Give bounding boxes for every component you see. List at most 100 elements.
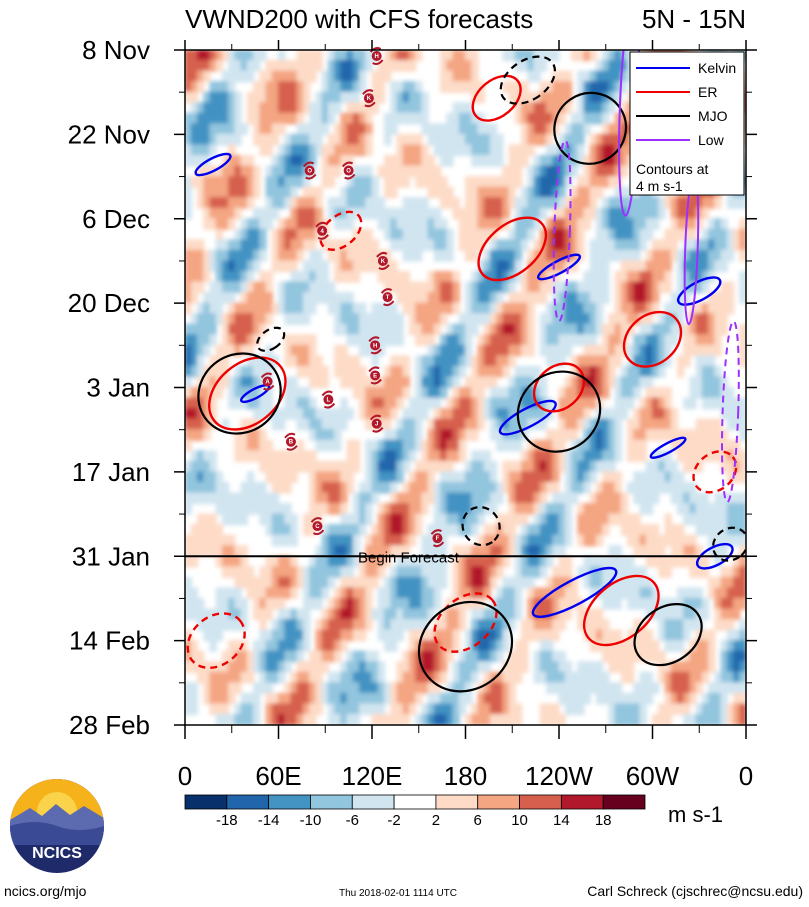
heatmap-cell (253, 376, 261, 389)
heatmap-cell (546, 313, 554, 325)
heatmap-cell (483, 133, 492, 146)
heatmap-cell (652, 460, 660, 473)
heatmap-cell (608, 197, 616, 209)
heatmap-cell (278, 524, 286, 536)
heatmap-cell (489, 460, 498, 473)
legend-box (629, 51, 745, 196)
heatmap-cell (670, 555, 679, 568)
heatmap-cell (246, 429, 255, 441)
heatmap-cell (433, 144, 442, 157)
heatmap-cell (533, 197, 541, 209)
heatmap-cell (539, 292, 548, 304)
heatmap-cell (290, 249, 298, 262)
heatmap-cell (552, 355, 560, 368)
heatmap-cell (652, 471, 660, 484)
heatmap-cell (402, 91, 411, 104)
storm-symbol: H (369, 47, 384, 66)
heatmap-cell (471, 144, 479, 157)
heatmap-cell (489, 144, 498, 157)
heatmap-cell (253, 218, 261, 230)
heatmap-cell (215, 619, 224, 631)
heatmap-cell (477, 619, 485, 631)
heatmap-cell (546, 334, 554, 347)
heatmap-cell (676, 471, 685, 484)
heatmap-cell (321, 439, 330, 452)
heatmap-cell (185, 650, 192, 663)
heatmap-cell (415, 50, 423, 62)
heatmap-cell (652, 387, 660, 399)
heatmap-cell (408, 608, 417, 621)
heatmap-cell (496, 703, 504, 716)
heatmap-cell (620, 70, 629, 83)
heatmap-cell (408, 650, 417, 663)
heatmap-cell (290, 682, 298, 695)
heatmap-cell (508, 334, 517, 347)
heatmap-cell (396, 492, 404, 505)
heatmap-cell (502, 597, 510, 610)
y-tick-label: 3 Jan (86, 373, 150, 403)
heatmap-cell (726, 576, 735, 589)
heatmap-cell (639, 260, 647, 273)
heatmap-cell (446, 629, 454, 642)
heatmap-cell (278, 555, 286, 568)
heatmap-cell (383, 133, 392, 146)
heatmap-cell (471, 713, 479, 725)
heatmap-cell (421, 566, 429, 579)
heatmap-cell (402, 281, 411, 294)
heatmap-cell (502, 165, 510, 178)
heatmap-cell (533, 555, 541, 568)
heatmap-cell (365, 492, 373, 505)
heatmap-cell (408, 154, 417, 167)
heatmap-cell (695, 344, 704, 357)
heatmap-cell (458, 471, 467, 484)
heatmap-cell (670, 302, 679, 315)
heatmap-cell (664, 608, 672, 621)
heatmap-cell (714, 587, 722, 600)
heatmap-cell (259, 566, 267, 579)
heatmap-cell (433, 545, 442, 557)
heatmap-cell (334, 355, 342, 368)
heatmap-cell (514, 323, 523, 336)
heatmap-cell (514, 239, 523, 252)
heatmap-cell (433, 481, 442, 494)
heatmap-cell (196, 492, 205, 505)
heatmap-cell (533, 524, 541, 536)
heatmap-cell (502, 365, 510, 378)
heatmap-cell (695, 313, 704, 325)
heatmap-cell (489, 408, 498, 420)
heatmap-cell (321, 545, 330, 557)
heatmap-cell (465, 460, 473, 473)
heatmap-cell (346, 218, 354, 230)
heatmap-cell (458, 671, 467, 684)
heatmap-cell (396, 555, 404, 568)
heatmap-cell (583, 387, 591, 399)
heatmap-cell (546, 228, 554, 241)
heatmap-cell (440, 640, 448, 652)
heatmap-cell (633, 450, 641, 463)
heatmap-cell (390, 50, 398, 62)
heatmap-cell (203, 260, 211, 273)
heatmap-cell (670, 334, 679, 347)
heatmap-cell (321, 123, 330, 136)
heatmap-cell (521, 154, 529, 167)
heatmap-cell (733, 692, 741, 705)
heatmap-cell (670, 323, 679, 336)
heatmap-cell (209, 102, 217, 114)
heatmap-cell (645, 460, 654, 473)
heatmap-cell (302, 186, 311, 199)
heatmap-cell (185, 587, 192, 600)
heatmap-cell (533, 566, 541, 579)
heatmap-cell (595, 292, 604, 304)
heatmap-cell (440, 292, 448, 304)
heatmap-cell (527, 397, 535, 410)
heatmap-cell (334, 154, 342, 167)
heatmap-cell (415, 102, 423, 114)
heatmap-cell (726, 566, 735, 579)
heatmap-cell (633, 344, 641, 357)
heatmap-cell (240, 713, 249, 725)
heatmap-cell (415, 692, 423, 705)
heatmap-cell (546, 524, 554, 536)
heatmap-cell (614, 50, 623, 62)
heatmap-cell (620, 292, 629, 304)
heatmap-cell (577, 503, 585, 515)
